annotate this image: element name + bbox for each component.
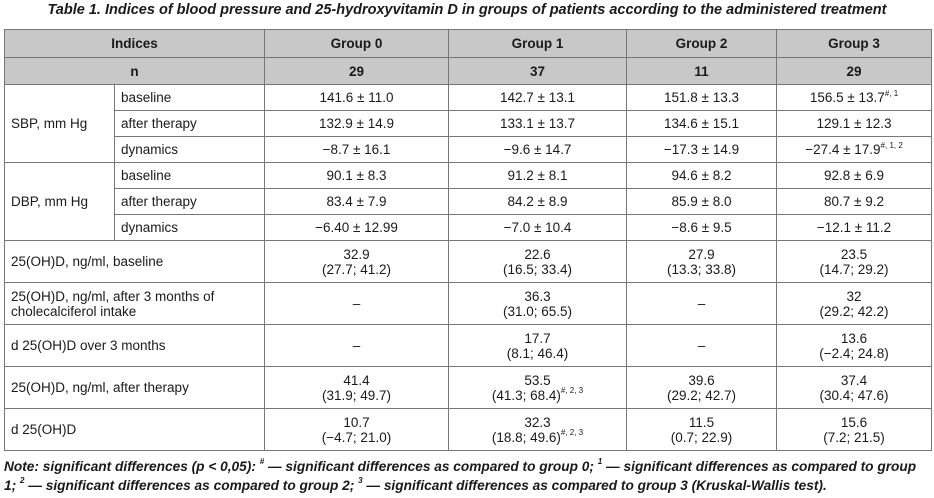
header-group-2: Group 2 bbox=[626, 29, 777, 58]
cell: 129.1 ± 12.3 bbox=[776, 110, 932, 137]
table-row: after therapy 83.4 ± 7.9 84.2 ± 8.9 85.9… bbox=[5, 188, 932, 215]
n-value: 11 bbox=[626, 57, 777, 85]
cell: 22.6 (16.5; 33.4) bbox=[448, 240, 627, 283]
cell: – bbox=[264, 282, 449, 325]
cell: 83.4 ± 7.9 bbox=[264, 188, 449, 215]
dbp-label: DBP, mm Hg bbox=[4, 162, 115, 241]
cell: 141.6 ± 11.0 bbox=[264, 84, 449, 111]
cell: 85.9 ± 8.0 bbox=[626, 188, 777, 215]
cell: 15.6 (7.2; 21.5) bbox=[776, 408, 932, 451]
cell: 80.7 ± 9.2 bbox=[776, 188, 932, 215]
n-value: 29 bbox=[264, 57, 449, 85]
cell: 41.4 (31.9; 49.7) bbox=[264, 366, 449, 409]
cell: 91.2 ± 8.1 bbox=[448, 162, 627, 189]
row-label: d 25(OH)D over 3 months bbox=[4, 324, 265, 367]
cell: −7.0 ± 10.4 bbox=[448, 214, 627, 241]
row-label: dynamics bbox=[114, 136, 265, 163]
row-label: 25(OH)D, ng/ml, baseline bbox=[4, 240, 265, 283]
row-label: baseline bbox=[114, 162, 265, 189]
row-label: after therapy bbox=[114, 188, 265, 215]
table-row: d 25(OH)D over 3 months – 17.7 (8.1; 46.4… bbox=[4, 324, 932, 367]
cell: 13.6 (−2.4; 24.8) bbox=[776, 324, 932, 367]
significance-mark: #, 1 bbox=[884, 88, 899, 98]
cell: 10.7 (−4.7; 21.0) bbox=[264, 408, 449, 451]
header-group-1: Group 1 bbox=[448, 29, 627, 58]
cell: −9.6 ± 14.7 bbox=[448, 136, 627, 163]
n-label: n bbox=[4, 57, 265, 85]
cell: −27.4 ± 17.9#, 1, 2 bbox=[776, 136, 932, 163]
row-label: baseline bbox=[114, 84, 265, 111]
header-row: Indices Group 0 Group 1 Group 2 Group 3 bbox=[4, 29, 932, 58]
row-label: dynamics bbox=[114, 214, 265, 241]
cell: 39.6 (29.2; 42.7) bbox=[626, 366, 777, 409]
table-row: 25(OH)D, ng/ml, baseline 32.9 (27.7; 41.2… bbox=[4, 240, 932, 283]
table-row: d 25(OH)D 10.7 (−4.7; 21.0) 32.3 (18.8; 49… bbox=[4, 408, 932, 451]
row-label: 25(OH)D, ng/ml, after 3 months of cholec… bbox=[4, 282, 265, 325]
cell: −8.7 ± 16.1 bbox=[264, 136, 449, 163]
cell: 53.5 (41.3; 68.4)#, 2, 3 bbox=[448, 366, 627, 409]
header-group-0: Group 0 bbox=[264, 29, 449, 58]
table-row: 25(OH)D, ng/ml, after 3 months of cholec… bbox=[4, 282, 932, 325]
results-table: Indices Group 0 Group 1 Group 2 Group 3 … bbox=[4, 29, 932, 451]
cell: −12.1 ± 11.2 bbox=[776, 214, 932, 241]
cell: 27.9 (13.3; 33.8) bbox=[626, 240, 777, 283]
cell: 36.3 (31.0; 65.5) bbox=[448, 282, 627, 325]
n-value: 29 bbox=[776, 57, 932, 85]
significance-mark: #, 2, 3 bbox=[560, 386, 584, 395]
cell: 142.7 ± 13.1 bbox=[448, 84, 627, 111]
table-row: DBP, mm Hg baseline 90.1 ± 8.3 91.2 ± 8.… bbox=[4, 162, 932, 241]
row-label: d 25(OH)D bbox=[4, 408, 265, 451]
cell: 134.6 ± 15.1 bbox=[626, 110, 777, 137]
table-note: Note: significant differences (p < 0,05)… bbox=[4, 457, 917, 493]
cell: 92.8 ± 6.9 bbox=[776, 162, 932, 189]
cell: −8.6 ± 9.5 bbox=[626, 214, 777, 241]
cell: 133.1 ± 13.7 bbox=[448, 110, 627, 137]
table-row: 25(OH)D, ng/ml, after therapy 41.4 (31.9;… bbox=[4, 366, 932, 409]
cell: 156.5 ± 13.7#, 1 bbox=[776, 84, 932, 111]
n-row: n 29 37 11 29 bbox=[4, 57, 932, 85]
sbp-label: SBP, mm Hg bbox=[4, 84, 115, 163]
cell: 37.4 (30.4; 47.6) bbox=[776, 366, 932, 409]
cell: 94.6 ± 8.2 bbox=[626, 162, 777, 189]
table-row: dynamics −8.7 ± 16.1 −9.6 ± 14.7 −17.3 ±… bbox=[5, 136, 932, 163]
table-title: Table 1. Indices of blood pressure and 2… bbox=[47, 2, 887, 18]
n-value: 37 bbox=[448, 57, 627, 85]
cell: 23.5 (14.7; 29.2) bbox=[776, 240, 932, 283]
cell: 132.9 ± 14.9 bbox=[264, 110, 449, 137]
cell: – bbox=[264, 324, 449, 367]
cell: 151.8 ± 13.3 bbox=[626, 84, 777, 111]
row-label: 25(OH)D, ng/ml, after therapy bbox=[4, 366, 265, 409]
cell: 32 (29.2; 42.2) bbox=[776, 282, 932, 325]
significance-mark: #, 1, 2 bbox=[880, 140, 903, 150]
cell: −17.3 ± 14.9 bbox=[626, 136, 777, 163]
table-row: dynamics −6.40 ± 12.99 −7.0 ± 10.4 −8.6 … bbox=[5, 214, 932, 241]
cell: 32.3 (18.8; 49.6)#, 2, 3 bbox=[448, 408, 627, 451]
header-group-3: Group 3 bbox=[776, 29, 932, 58]
cell: 32.9 (27.7; 41.2) bbox=[264, 240, 449, 283]
cell: 11.5 (0.7; 22.9) bbox=[626, 408, 777, 451]
cell: 17.7 (8.1; 46.4) bbox=[448, 324, 627, 367]
cell: – bbox=[626, 324, 777, 367]
cell: 90.1 ± 8.3 bbox=[264, 162, 449, 189]
table-row: after therapy 132.9 ± 14.9 133.1 ± 13.7 … bbox=[5, 110, 932, 137]
cell: – bbox=[626, 282, 777, 325]
significance-mark: #, 2, 3 bbox=[560, 428, 584, 437]
row-label: after therapy bbox=[114, 110, 265, 137]
header-indices: Indices bbox=[4, 29, 265, 58]
cell: 84.2 ± 8.9 bbox=[448, 188, 627, 215]
table-row: SBP, mm Hg baseline 141.6 ± 11.0 142.7 ±… bbox=[4, 84, 932, 163]
cell: −6.40 ± 12.99 bbox=[264, 214, 449, 241]
